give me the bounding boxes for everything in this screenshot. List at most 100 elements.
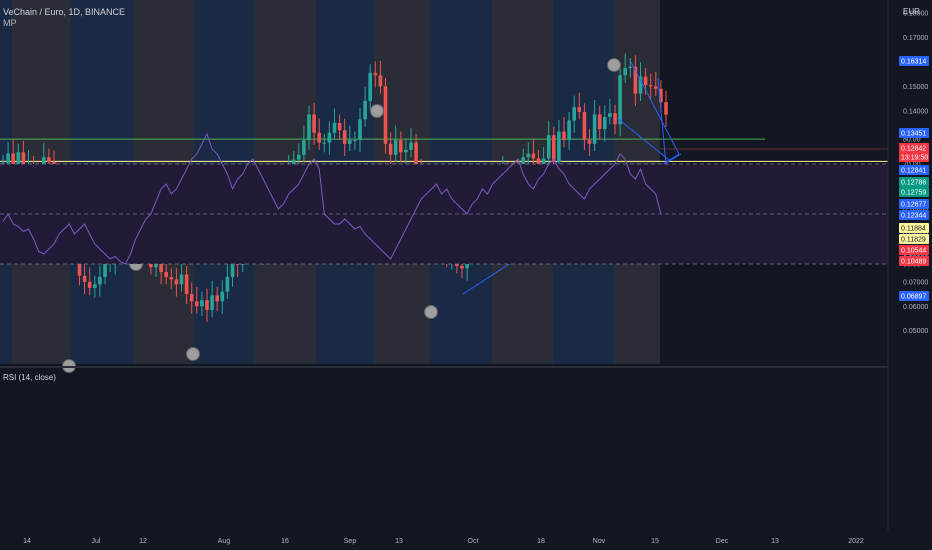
y-tick-label: 0.05000 — [903, 328, 928, 335]
candle-body — [6, 153, 10, 164]
candle-body — [618, 75, 622, 125]
candle-body — [353, 140, 357, 142]
price-tag-label: 0.12344 — [901, 213, 926, 220]
candle-body — [608, 113, 612, 117]
candle-body — [383, 86, 388, 144]
candle-body — [582, 111, 587, 141]
price-tag — [899, 152, 929, 162]
price-tag — [899, 199, 929, 209]
swing-marker — [607, 58, 621, 72]
y-tick-label: 0.15000 — [903, 84, 928, 91]
candle-body — [307, 114, 311, 141]
price-tag-label: 0.10544 — [901, 248, 926, 255]
candle-body — [373, 72, 378, 76]
candle-body — [648, 85, 653, 87]
candle-body — [302, 140, 306, 155]
candle-body — [577, 107, 582, 112]
candle-body — [414, 142, 418, 171]
price-tag — [899, 234, 929, 244]
candle-body — [368, 72, 372, 101]
candle-body — [633, 66, 638, 94]
price-tag-label: 0.12841 — [901, 168, 926, 175]
price-tag-label: 0.10489 — [901, 259, 926, 266]
price-tag — [899, 56, 929, 66]
price-tag-label: 0.12677 — [901, 202, 926, 209]
candle-body — [16, 152, 21, 174]
candle-body — [332, 122, 337, 133]
price-tag-label: 0.11829 — [901, 237, 926, 244]
price-tag — [899, 223, 929, 233]
y-tick-label: 0.18000 — [903, 11, 928, 18]
price-tag — [899, 245, 929, 255]
x-tick-label: 12 — [139, 538, 147, 545]
candle-body — [348, 140, 352, 144]
candle-body — [638, 76, 643, 94]
candle-body — [179, 274, 184, 285]
candle-body — [592, 114, 597, 144]
candle-body — [189, 294, 194, 302]
candle-body — [460, 265, 464, 269]
symbol-title: VeChain / Euro, 1D, BINANCE — [3, 7, 126, 17]
trendline — [630, 61, 680, 155]
candle-body — [659, 88, 663, 103]
price-tag-label: 0.11884 — [901, 226, 926, 233]
trendline — [616, 117, 670, 161]
price-tag-label: 0.12842 — [901, 146, 926, 153]
currency-label[interactable]: EUR — [903, 7, 920, 16]
x-tick-label: 13 — [395, 538, 403, 545]
candle-body — [184, 274, 189, 295]
x-tick-label: Aug — [218, 538, 231, 545]
y-tick-label: 0.17000 — [903, 35, 928, 42]
candle-body — [643, 76, 648, 86]
candle-body — [164, 272, 168, 277]
candle-body — [159, 263, 163, 273]
price-tag-label: 0.16314 — [901, 59, 926, 66]
candle-body — [200, 300, 204, 307]
rsi-title: RSI (14, close) — [3, 373, 56, 382]
x-tick-label: 2022 — [848, 538, 864, 545]
candle-body — [103, 262, 107, 277]
candle-body — [98, 276, 102, 285]
y-tick-label: 0.09000 — [903, 230, 928, 237]
price-tag — [899, 165, 929, 175]
candle-body — [654, 86, 658, 89]
candle-body — [82, 275, 87, 282]
x-tick-label: Nov — [593, 538, 606, 545]
candle-body — [342, 130, 347, 144]
rsi-line — [2, 132, 662, 265]
candle-body — [205, 300, 209, 310]
x-tick-label: Dec — [716, 538, 729, 545]
candle-body — [603, 116, 607, 130]
candle-body — [317, 132, 321, 143]
candle-body — [409, 142, 413, 150]
candle-body — [169, 276, 174, 280]
candle-body — [399, 140, 403, 153]
candle-body — [546, 135, 551, 159]
price-tag — [899, 210, 929, 220]
x-tick-label: 18 — [537, 538, 545, 545]
candle-body — [322, 142, 327, 144]
candle-body — [11, 153, 15, 174]
candle-body — [557, 131, 561, 163]
candle-body — [327, 132, 332, 143]
candle-body — [174, 279, 179, 285]
price-tag-label: 0.06897 — [901, 294, 926, 301]
price-tag-label: 0.12759 — [901, 190, 926, 197]
candle-body — [195, 301, 199, 307]
candle-body — [393, 140, 398, 155]
price-tag — [899, 128, 929, 138]
x-tick-label: 13 — [771, 538, 779, 545]
candle-body — [531, 153, 536, 159]
swing-marker — [186, 347, 200, 361]
candle-body — [312, 114, 316, 133]
swing-marker — [424, 305, 438, 319]
indicator-label: MP — [3, 18, 17, 28]
x-tick-label: 15 — [651, 538, 659, 545]
candle-body — [220, 291, 225, 302]
candle-body — [225, 276, 230, 292]
y-tick-label: 0.10000 — [903, 206, 928, 213]
price-tag — [899, 291, 929, 301]
candle-body — [363, 100, 367, 120]
price-tag — [899, 143, 929, 153]
